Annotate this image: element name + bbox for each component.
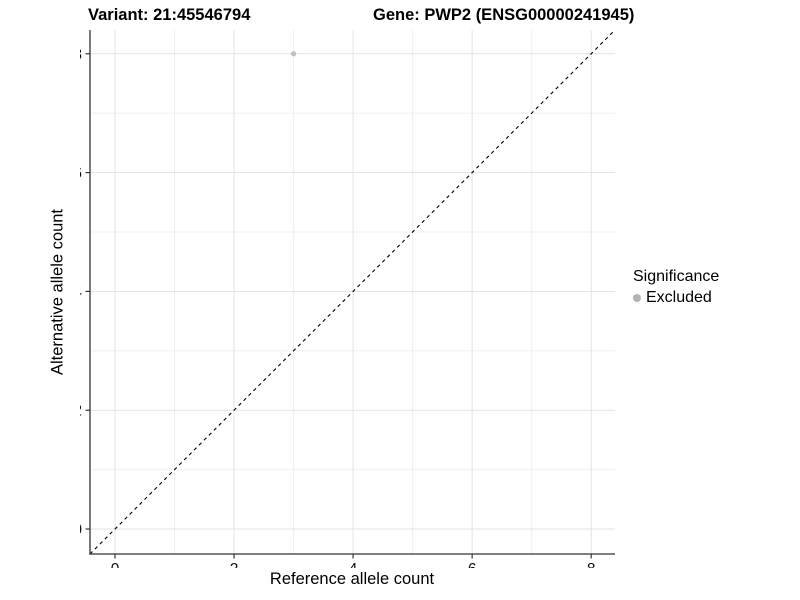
identity-line	[89, 29, 616, 555]
chart-panel: 0 2 4 6 8 0 2 4 6 8	[80, 29, 616, 568]
data-point	[290, 51, 297, 57]
plot-title-gene: Gene: PWP2 (ENSG00000241945)	[373, 6, 635, 24]
x-tick-label: 6	[468, 561, 477, 568]
legend-title: Significance	[633, 268, 720, 285]
x-tick-label: 0	[111, 561, 120, 568]
legend-item: Excluded	[633, 289, 719, 307]
plot-title-variant: Variant: 21:45546794	[88, 6, 251, 24]
y-tick-label: 4	[80, 284, 82, 301]
x-tick-label: 8	[587, 561, 596, 568]
legend-item-label: Excluded	[646, 289, 712, 306]
y-tick-label: 2	[80, 403, 82, 420]
x-axis-label: Reference allele count	[269, 570, 435, 588]
y-axis-label: Alternative allele count	[48, 208, 67, 376]
y-tick-label: 0	[80, 522, 82, 539]
y-tick-label: 6	[80, 165, 82, 182]
y-tick-label: 8	[80, 46, 82, 63]
legend-dot-icon	[633, 294, 641, 302]
legend: Significance Excluded	[633, 268, 719, 307]
x-tick-label: 2	[230, 561, 239, 568]
x-tick-label: 4	[349, 561, 358, 568]
